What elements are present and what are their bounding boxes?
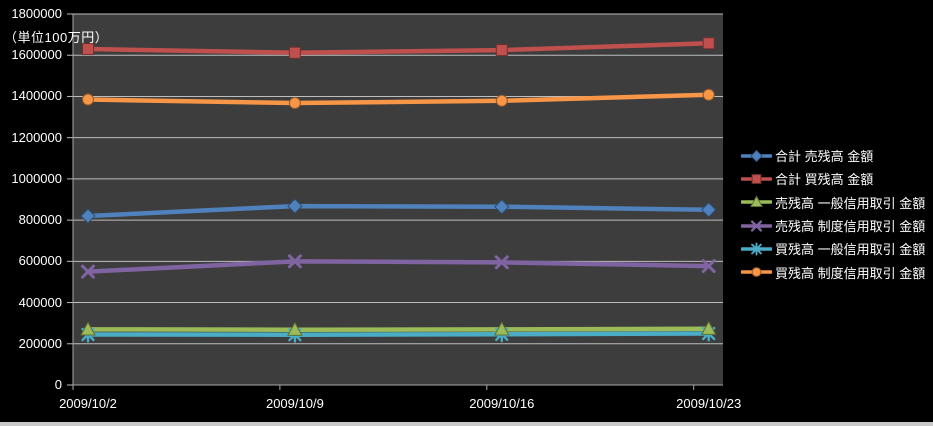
legend-item-2[interactable]: 売残高 一般信用取引 金額	[741, 191, 925, 214]
series-line-2[interactable]	[85, 326, 711, 333]
x-axis-label: 2009/10/2	[59, 396, 117, 411]
x-axis-label: 2009/10/23	[676, 396, 742, 411]
series-line-3[interactable]	[85, 259, 711, 274]
legend-marker-square-icon	[741, 174, 772, 184]
legend-marker-x-icon	[741, 219, 772, 232]
y-axis-label: 600000	[18, 253, 62, 269]
legend-marker-asterisk-icon	[741, 242, 772, 256]
legend-marker-diamond-icon	[741, 149, 772, 162]
series-line-1[interactable]	[85, 41, 711, 55]
y-axis-label: 400000	[18, 294, 62, 310]
legend-label: 買残高 制度信用取引 金額	[775, 265, 926, 281]
series-line-4[interactable]	[85, 331, 711, 337]
series-line-0[interactable]	[85, 203, 711, 219]
y-axis-label: 1600000	[11, 47, 62, 63]
y-axis-label: 0	[54, 377, 62, 392]
legend-item-1[interactable]: 合計 買残高 金額	[741, 167, 925, 190]
x-axis-label: 2009/10/9	[265, 396, 324, 411]
plot-background	[73, 14, 723, 385]
y-axis-label: 1200000	[11, 129, 62, 145]
window-bottom-edge	[0, 422, 933, 426]
legend-marker-triangle-icon	[741, 195, 772, 208]
series-markers-5[interactable]	[82, 88, 715, 110]
legend-label: 売残高 制度信用取引 金額	[775, 219, 926, 235]
series-markers-0[interactable]	[80, 198, 717, 224]
y-axis-label: 800000	[18, 212, 62, 228]
legend-item-4[interactable]: 買残高 一般信用取引 金額	[741, 237, 925, 260]
legend-label: 買残高 一般信用取引 金額	[775, 242, 926, 258]
series-line-5[interactable]	[85, 92, 711, 106]
series-markers-2[interactable]	[80, 320, 717, 336]
y-axis-label: 200000	[18, 335, 62, 351]
y-axis-label: 1000000	[11, 170, 62, 186]
series-markers-3[interactable]	[81, 254, 716, 279]
legend-label: 合計 買残高 金額	[775, 172, 874, 188]
legend-label: 売残高 一般信用取引 金額	[775, 195, 926, 211]
legend-label: 合計 売残高 金額	[775, 149, 874, 165]
chart-legend: 合計 売残高 金額 合計 買残高 金額売残高 一般信用取引 金額 売残高 制度信用取…	[741, 144, 925, 284]
series-markers-1[interactable]	[82, 37, 715, 59]
legend-marker-circle-icon	[741, 267, 772, 278]
y-axis-unit-label: （単位100万円）	[4, 30, 109, 45]
y-axis-label: 1400000	[11, 88, 62, 104]
legend-item-5[interactable]: 買残高 制度信用取引 金額	[741, 260, 925, 283]
legend-item-3[interactable]: 売残高 制度信用取引 金額	[741, 214, 925, 237]
legend-item-0[interactable]: 合計 売残高 金額	[741, 144, 925, 167]
y-axis-label: 1800000	[11, 6, 62, 21]
x-axis-label: 2009/10/16	[469, 396, 535, 411]
